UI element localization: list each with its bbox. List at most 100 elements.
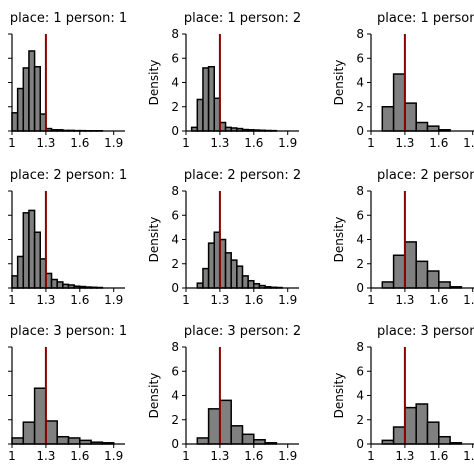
x-tick-label: 1: [367, 293, 375, 307]
panel-4: place: 2 person: 1 1 1.3 1.6 1.9: [8, 168, 127, 307]
x-tick-label: 1: [8, 293, 16, 307]
x-tick-label: 1.9: [104, 449, 123, 463]
histogram-bar: [33, 387, 47, 445]
y-tick-label: 4: [171, 233, 179, 247]
x-tick-label: 1.3: [395, 136, 414, 150]
x-tick-label: 1.6: [244, 449, 263, 463]
y-axis-label: Density: [332, 60, 346, 106]
y-tick-label: 2: [356, 257, 364, 271]
y-axis-label: Density: [147, 217, 161, 263]
histogram-bar: [230, 425, 244, 445]
panel-title: place: 2 person: 1: [10, 168, 127, 183]
histogram-bar: [247, 279, 255, 289]
x-tick-label: 1: [367, 449, 375, 463]
histogram-bar: [224, 252, 232, 289]
x-tick-label: 1.6: [429, 293, 448, 307]
x-tick-label: 1.3: [210, 449, 229, 463]
panel-title: place: 1 person: 1: [10, 11, 127, 26]
y-tick-label: 0: [356, 281, 364, 295]
histogram-bar: [16, 87, 25, 132]
x-tick-label: 1.6: [244, 136, 263, 150]
histogram-bar: [426, 125, 440, 132]
histogram-bar: [381, 106, 395, 132]
x-tick-label: 1: [8, 449, 16, 463]
histogram-bar: [404, 102, 417, 132]
y-tick-label: 4: [171, 76, 179, 90]
x-tick-label: 1.3: [36, 136, 55, 150]
histogram-bar: [28, 50, 36, 132]
y-axis-label: Density: [332, 373, 346, 419]
x-tick-label: 1: [182, 293, 190, 307]
y-tick-label: 2: [171, 257, 179, 271]
y-tick-label: 4: [356, 389, 364, 403]
x-tick-label: 1: [182, 449, 190, 463]
x-tick-label: 1.6: [244, 293, 263, 307]
histogram-bar: [56, 281, 64, 289]
y-tick-label: 2: [356, 413, 364, 427]
histogram-bar: [202, 67, 210, 132]
histogram-bar: [207, 242, 216, 289]
panel-1: place: 1 person: 1 1 1.3 1.6 1.9: [8, 11, 127, 150]
histogram-bar: [11, 437, 25, 445]
panel-5: place: 2 person: 2 1 1.3 1.6 1.9 0 2 4 6 8 Density: [147, 168, 301, 307]
x-tick-label: 1.9: [463, 293, 474, 307]
histogram-bar: [219, 399, 232, 445]
y-tick-label: 2: [356, 100, 364, 114]
histogram-bar: [22, 421, 36, 445]
y-axis-label: Density: [147, 60, 161, 106]
x-tick-label: 1.9: [278, 136, 297, 150]
x-tick-label: 1.6: [70, 293, 89, 307]
histogram-bar: [241, 275, 249, 289]
panel-2: place: 1 person: 2 1 1.3 1.6 1.9 0 2 4 6 8 Density: [147, 11, 301, 150]
histogram-bar: [11, 112, 19, 132]
panel-title: place: 1 person: 2: [377, 11, 474, 26]
histogram-bar: [236, 265, 244, 289]
y-axis-label: Density: [147, 373, 161, 419]
x-tick-label: 1.3: [210, 136, 229, 150]
histogram-bar: [16, 255, 25, 289]
histogram-bar: [202, 267, 210, 289]
y-tick-label: 6: [171, 208, 179, 222]
x-tick-label: 1.3: [210, 293, 229, 307]
x-tick-label: 1.3: [395, 293, 414, 307]
histogram-bar: [33, 231, 41, 289]
x-tick-label: 1.6: [70, 449, 89, 463]
histogram-bar: [415, 260, 429, 289]
histogram-bar: [207, 408, 221, 445]
x-tick-label: 1.6: [429, 449, 448, 463]
y-tick-label: 4: [356, 233, 364, 247]
histogram-bar: [415, 121, 429, 132]
histogram-bar: [392, 254, 406, 289]
y-tick-label: 2: [171, 413, 179, 427]
histogram-bar: [28, 209, 36, 289]
histogram-bar: [404, 406, 417, 445]
histogram-bar: [415, 403, 429, 445]
y-tick-label: 8: [356, 27, 364, 41]
histogram-bar: [33, 65, 41, 132]
y-tick-label: 6: [356, 51, 364, 65]
panel-9: place: 3 person: 2 1 1.3 1.6 1.9 0 2 4 6 8 Density: [332, 324, 474, 463]
histogram-bar: [196, 437, 210, 445]
histogram-bar: [22, 212, 30, 289]
y-tick-label: 0: [356, 124, 364, 138]
panel-7: place: 3 person: 1 1 1.3 1.6 1.9: [8, 324, 127, 463]
histogram-bar: [253, 439, 266, 445]
panel-title: place: 3 person: 1: [10, 324, 127, 339]
histogram-bar: [56, 435, 70, 445]
panel-title: place: 3 person: 2: [377, 324, 474, 339]
histogram-bar: [45, 420, 58, 445]
panel-title: place: 3 person: 2: [184, 324, 301, 339]
histogram-bar: [11, 275, 19, 289]
y-tick-label: 6: [171, 364, 179, 378]
y-tick-label: 8: [171, 340, 179, 354]
y-tick-label: 8: [356, 340, 364, 354]
histogram-bar: [67, 437, 81, 445]
y-tick-label: 0: [171, 124, 179, 138]
x-tick-label: 1.9: [104, 293, 123, 307]
x-tick-label: 1: [8, 136, 16, 150]
x-tick-label: 1.6: [70, 136, 89, 150]
x-tick-label: 1.6: [429, 136, 448, 150]
x-tick-label: 1.9: [463, 136, 474, 150]
histogram-bar: [196, 98, 204, 132]
